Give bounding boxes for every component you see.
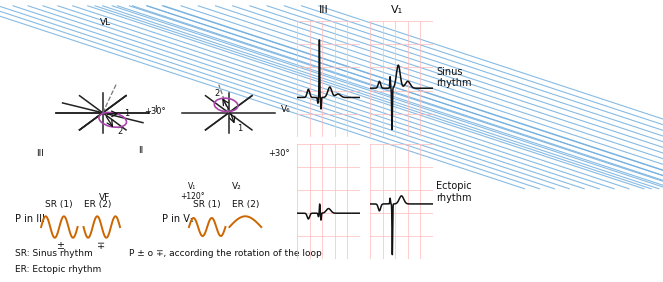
Text: ER (2): ER (2) bbox=[84, 200, 112, 209]
Text: Ectopic
rhythm: Ectopic rhythm bbox=[436, 181, 472, 202]
Text: VL: VL bbox=[100, 18, 111, 27]
Text: V₆: V₆ bbox=[280, 105, 290, 114]
Text: 2: 2 bbox=[117, 127, 123, 136]
Text: 1: 1 bbox=[124, 109, 129, 118]
Text: 1: 1 bbox=[237, 124, 243, 133]
Text: SR (1): SR (1) bbox=[44, 200, 72, 209]
Text: ±: ± bbox=[56, 241, 64, 251]
Text: P ± o ∓, according the rotation of the loop: P ± o ∓, according the rotation of the l… bbox=[129, 249, 322, 258]
Text: 2: 2 bbox=[214, 89, 219, 98]
Text: V₂: V₂ bbox=[232, 182, 242, 191]
Text: P in III: P in III bbox=[15, 213, 44, 224]
Text: III: III bbox=[319, 5, 328, 15]
Text: II: II bbox=[139, 146, 144, 155]
Text: +30°: +30° bbox=[144, 107, 166, 116]
Text: V₁: V₁ bbox=[391, 5, 402, 15]
Text: +30°: +30° bbox=[269, 149, 290, 158]
Text: SR: Sinus rhythm: SR: Sinus rhythm bbox=[15, 249, 92, 258]
Text: ∓: ∓ bbox=[97, 241, 105, 251]
Text: P in V₁: P in V₁ bbox=[162, 213, 194, 224]
Text: ER (2): ER (2) bbox=[231, 200, 259, 209]
Text: VF: VF bbox=[99, 193, 110, 202]
Text: Sinus
rhythm: Sinus rhythm bbox=[436, 67, 472, 88]
Text: III: III bbox=[36, 149, 44, 158]
Text: ER: Ectopic rhythm: ER: Ectopic rhythm bbox=[15, 265, 101, 274]
Text: V₁
+120°: V₁ +120° bbox=[180, 182, 205, 201]
Text: SR (1): SR (1) bbox=[193, 200, 221, 209]
Text: I: I bbox=[154, 105, 157, 114]
